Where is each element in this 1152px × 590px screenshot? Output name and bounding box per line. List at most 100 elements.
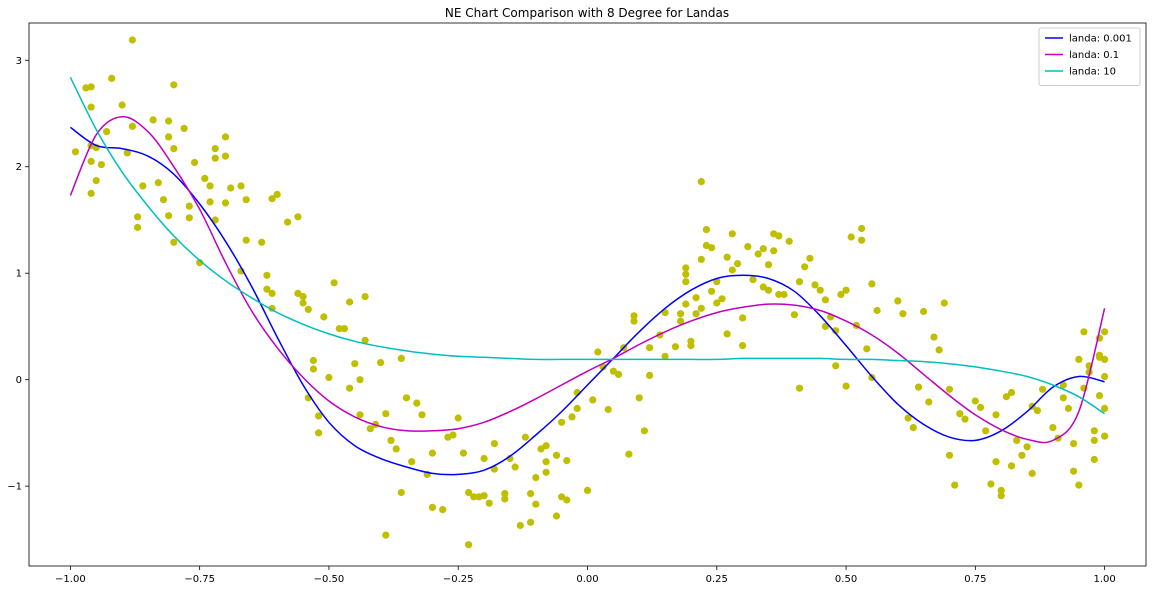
scatter-point [356,411,364,419]
scatter-point [1059,381,1067,389]
scatter-point [242,196,250,204]
scatter-point [480,492,488,500]
scatter-point [258,238,266,246]
scatter-point [227,184,235,192]
scatter-point [687,342,695,350]
scatter-point [402,394,411,402]
scatter-point [418,411,426,419]
scatter-point [697,304,705,312]
scatter-point [221,133,230,141]
scatter-point [894,297,902,305]
scatter-point [780,290,788,299]
scatter-point [1007,462,1016,470]
scatter-point [351,360,359,368]
scatter-point [713,299,721,307]
scatter-point [1028,469,1036,477]
scatter-point [744,243,752,251]
scatter-point [713,278,721,286]
scatter-point [992,458,1000,466]
scatter-point [454,414,462,422]
scatter-point [728,230,736,238]
scatter-point [428,449,436,457]
scatter-point [185,202,193,210]
scatter-point [397,354,405,362]
scatter-point [159,196,168,204]
scatter-point [361,293,369,301]
scatter-point [366,425,374,433]
scatter-point [1101,328,1109,336]
scatter-point [971,397,979,405]
scatter-point [821,296,830,304]
scatter-point [759,283,767,291]
y-tick-label: 3 [16,56,22,67]
scatter-point [795,384,804,392]
scatter-point [625,450,633,458]
scatter-point [465,541,473,549]
scatter-point [904,414,912,422]
scatter-point [1095,392,1104,400]
scatter-point [682,300,690,308]
scatter-point [1070,440,1078,448]
scatter-point [801,263,809,271]
scatter-point [677,310,685,318]
scatter-point [1090,455,1098,464]
chart-title: NE Chart Comparison with 8 Degree for La… [445,6,729,20]
scatter-point [832,327,840,335]
scatter-point [951,481,959,489]
scatter-point [1080,328,1088,336]
legend-label-0: landa: 0.001 [1069,34,1132,45]
scatter-point [490,440,498,448]
scatter-point [221,152,230,160]
scatter-point [661,309,669,317]
scatter-point [542,442,550,450]
scatter-point [325,373,333,382]
scatter-point [646,371,654,379]
y-tick-label: −1 [7,482,22,493]
scatter-point [516,521,524,530]
scatter-point [315,412,323,420]
scatter-point [682,270,690,278]
scatter-point [739,342,747,350]
scatter-point [532,500,540,508]
scatter-point [165,133,173,141]
scatter-point [128,122,136,130]
scatter-point [671,343,680,351]
scatter-point [842,382,850,390]
scatter-point [206,182,214,190]
scatter-point [1059,394,1067,402]
scatter-point [299,293,307,301]
scatter-point [583,486,592,494]
scatter-point [976,403,985,411]
scatter-point [1101,355,1109,363]
scatter-point [511,463,519,471]
scatter-point [382,531,390,539]
scatter-point [128,36,136,44]
plot-area [69,36,1109,549]
scatter-point [268,289,276,297]
scatter-point [485,499,493,507]
scatter-point [847,233,855,241]
scatter-point [134,223,142,231]
scatter-point [832,362,840,370]
scatter-point [568,413,576,421]
scatter-point [299,299,307,307]
scatter-point [87,83,95,91]
scatter-point [428,503,436,511]
scatter-point [692,294,700,302]
scatter-point [273,190,281,198]
scatter-point [392,445,400,453]
scatter-point [242,236,250,244]
scatter-point [718,295,726,303]
scatter-point [1033,407,1041,415]
scatter-point [294,213,302,221]
scatter-point [982,427,990,435]
scatter-point [945,451,954,459]
scatter-point [123,149,131,157]
scatter-point [992,411,1000,419]
scatter-point [604,405,612,414]
scatter-point [170,81,178,89]
scatter-point [527,518,535,526]
x-tick-label: 1.00 [1093,574,1115,585]
scatter-point [532,474,540,482]
